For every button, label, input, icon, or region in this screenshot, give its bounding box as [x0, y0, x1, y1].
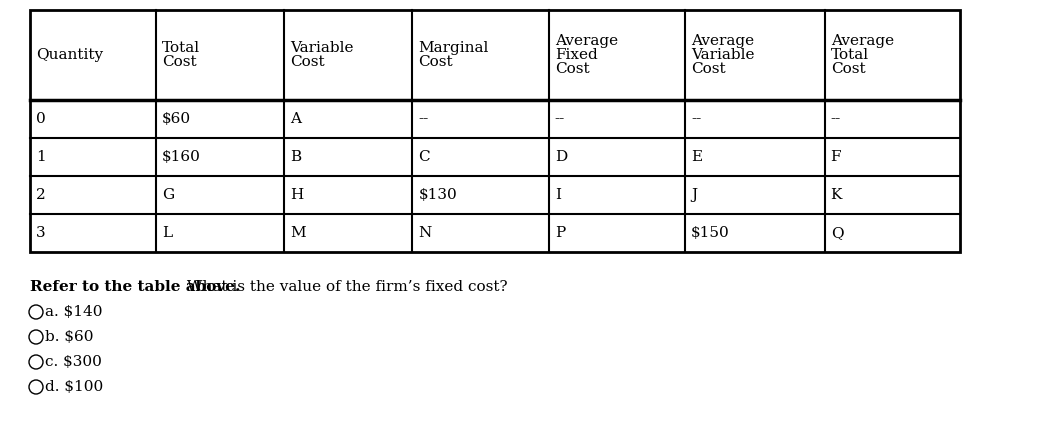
- Text: H: H: [290, 188, 304, 202]
- Text: What is the value of the firm’s fixed cost?: What is the value of the firm’s fixed co…: [182, 280, 508, 294]
- Text: Q: Q: [831, 226, 844, 240]
- Text: K: K: [831, 188, 842, 202]
- Text: 0: 0: [36, 112, 46, 126]
- Text: d. $100: d. $100: [45, 380, 104, 394]
- Text: E: E: [691, 150, 702, 164]
- Text: G: G: [162, 188, 174, 202]
- Text: b. $60: b. $60: [45, 330, 93, 344]
- Text: Variable: Variable: [691, 48, 755, 62]
- Text: Fixed: Fixed: [554, 48, 597, 62]
- Text: Variable: Variable: [290, 41, 353, 55]
- Text: D: D: [554, 150, 567, 164]
- Text: B: B: [290, 150, 302, 164]
- Text: 2: 2: [36, 188, 46, 202]
- Text: Cost: Cost: [831, 62, 866, 76]
- Text: L: L: [162, 226, 172, 240]
- Text: $150: $150: [691, 226, 729, 240]
- Text: P: P: [554, 226, 565, 240]
- Text: Cost: Cost: [554, 62, 589, 76]
- Text: Average: Average: [831, 34, 894, 48]
- Text: Cost: Cost: [290, 55, 325, 69]
- Text: 1: 1: [36, 150, 46, 164]
- Text: $60: $60: [162, 112, 191, 126]
- Text: --: --: [418, 112, 429, 126]
- Text: Cost: Cost: [418, 55, 453, 69]
- Text: Cost: Cost: [162, 55, 197, 69]
- Text: Average: Average: [554, 34, 618, 48]
- Text: --: --: [831, 112, 840, 126]
- Text: I: I: [554, 188, 561, 202]
- Text: $160: $160: [162, 150, 201, 164]
- Text: Average: Average: [691, 34, 755, 48]
- Text: a. $140: a. $140: [45, 305, 103, 319]
- Text: J: J: [691, 188, 697, 202]
- Text: A: A: [290, 112, 301, 126]
- Text: Quantity: Quantity: [36, 48, 103, 62]
- Text: C: C: [418, 150, 430, 164]
- Bar: [30, 10, 960, 252]
- Text: c. $300: c. $300: [45, 355, 102, 369]
- Text: --: --: [691, 112, 701, 126]
- Text: $130: $130: [418, 188, 457, 202]
- Text: Total: Total: [162, 41, 200, 55]
- Text: --: --: [554, 112, 565, 126]
- Text: 3: 3: [36, 226, 46, 240]
- Text: Marginal: Marginal: [418, 41, 488, 55]
- Text: M: M: [290, 226, 306, 240]
- Text: Refer to the table above.: Refer to the table above.: [30, 280, 240, 294]
- Text: F: F: [831, 150, 842, 164]
- Text: N: N: [418, 226, 432, 240]
- Text: Cost: Cost: [691, 62, 726, 76]
- Text: Total: Total: [831, 48, 869, 62]
